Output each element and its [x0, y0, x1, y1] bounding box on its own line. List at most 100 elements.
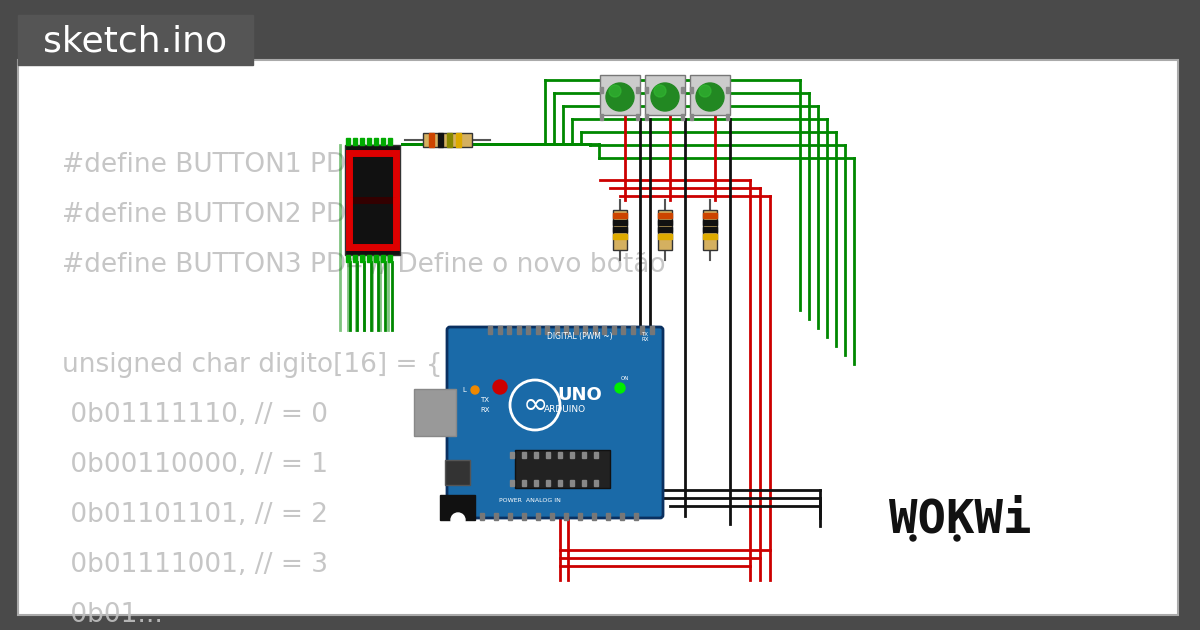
Bar — [522, 452, 526, 458]
Bar — [353, 255, 358, 262]
Text: #define BUTTON3 PD4 // Define o novo botão: #define BUTTON3 PD4 // Define o novo bot… — [62, 252, 666, 278]
Bar — [574, 326, 577, 334]
Bar — [534, 480, 538, 486]
Bar — [583, 326, 587, 334]
Bar — [564, 326, 568, 334]
Text: #define BUTTON1 PD: #define BUTTON1 PD — [62, 152, 346, 178]
Bar — [622, 326, 625, 334]
Circle shape — [910, 535, 916, 541]
Bar — [456, 133, 461, 147]
Circle shape — [654, 85, 666, 97]
Bar — [522, 513, 526, 520]
Bar — [690, 114, 694, 120]
Circle shape — [470, 386, 479, 394]
Bar — [498, 326, 502, 334]
Bar — [582, 452, 586, 458]
Bar — [613, 210, 628, 250]
Bar — [515, 450, 610, 488]
Bar — [353, 138, 358, 145]
Bar — [367, 138, 371, 145]
Bar — [646, 114, 648, 120]
Bar — [658, 234, 672, 239]
Bar — [594, 452, 598, 458]
Text: POWER  ANALOG IN: POWER ANALOG IN — [499, 498, 560, 503]
Bar — [620, 513, 624, 520]
Text: unsigned char digito[16] = {: unsigned char digito[16] = { — [62, 352, 443, 378]
Bar — [440, 495, 475, 520]
Bar — [578, 513, 582, 520]
Text: RX: RX — [480, 407, 490, 413]
Bar — [488, 326, 492, 334]
Bar — [346, 145, 400, 255]
Text: 0b01...: 0b01... — [62, 602, 163, 628]
Text: 0b00110000, // = 1: 0b00110000, // = 1 — [62, 452, 328, 478]
Bar — [508, 513, 512, 520]
Bar — [550, 513, 554, 520]
FancyBboxPatch shape — [690, 75, 730, 115]
Bar — [726, 87, 730, 93]
Bar — [480, 513, 484, 520]
Bar — [570, 452, 574, 458]
Bar — [510, 480, 514, 486]
Bar — [522, 480, 526, 486]
Bar — [346, 255, 350, 262]
Text: WOKWi: WOKWi — [889, 498, 1031, 542]
Circle shape — [610, 85, 622, 97]
FancyBboxPatch shape — [18, 60, 1178, 615]
Bar — [554, 326, 558, 334]
Bar — [682, 114, 684, 120]
Bar — [612, 326, 616, 334]
Bar — [558, 452, 562, 458]
Bar — [382, 255, 385, 262]
Bar — [640, 326, 644, 334]
Circle shape — [616, 383, 625, 393]
Text: #define BUTTON2 PD: #define BUTTON2 PD — [62, 202, 346, 228]
Bar — [360, 255, 364, 262]
Circle shape — [698, 85, 710, 97]
Bar — [703, 220, 718, 225]
Bar — [535, 326, 540, 334]
Bar — [367, 255, 371, 262]
Bar — [546, 452, 550, 458]
Circle shape — [650, 83, 679, 111]
Bar — [430, 133, 434, 147]
Text: DIGITAL (PWM ~): DIGITAL (PWM ~) — [547, 333, 613, 341]
Bar — [546, 480, 550, 486]
Text: ∞: ∞ — [522, 391, 547, 420]
Bar — [508, 326, 511, 334]
Bar — [703, 210, 718, 250]
Bar — [374, 255, 378, 262]
Bar — [536, 513, 540, 520]
Bar — [388, 255, 392, 262]
Circle shape — [451, 513, 466, 527]
Text: TX: TX — [480, 397, 490, 403]
Bar — [438, 133, 443, 147]
Bar — [649, 326, 654, 334]
Bar — [446, 133, 452, 147]
Bar — [682, 87, 684, 93]
Bar — [594, 480, 598, 486]
Text: ARDUINO: ARDUINO — [544, 406, 586, 415]
Bar — [703, 227, 718, 232]
Bar — [600, 87, 604, 93]
Bar — [564, 513, 568, 520]
Text: 0b01111110, // = 0: 0b01111110, // = 0 — [62, 402, 328, 428]
Bar — [545, 326, 550, 334]
Bar — [600, 114, 604, 120]
Bar — [703, 234, 718, 239]
Text: ON: ON — [620, 376, 629, 381]
Text: sketch.ino: sketch.ino — [43, 25, 227, 59]
Bar — [602, 326, 606, 334]
Bar — [613, 234, 628, 239]
FancyBboxPatch shape — [646, 75, 685, 115]
Bar — [570, 480, 574, 486]
Bar — [606, 513, 610, 520]
FancyBboxPatch shape — [446, 327, 662, 518]
Bar — [658, 220, 672, 225]
Bar — [445, 460, 470, 485]
Bar — [516, 326, 521, 334]
Text: 0b01101101, // = 2: 0b01101101, // = 2 — [62, 502, 328, 528]
Text: TX
RX: TX RX — [641, 331, 649, 342]
Bar — [18, 15, 253, 65]
Bar — [658, 213, 672, 218]
